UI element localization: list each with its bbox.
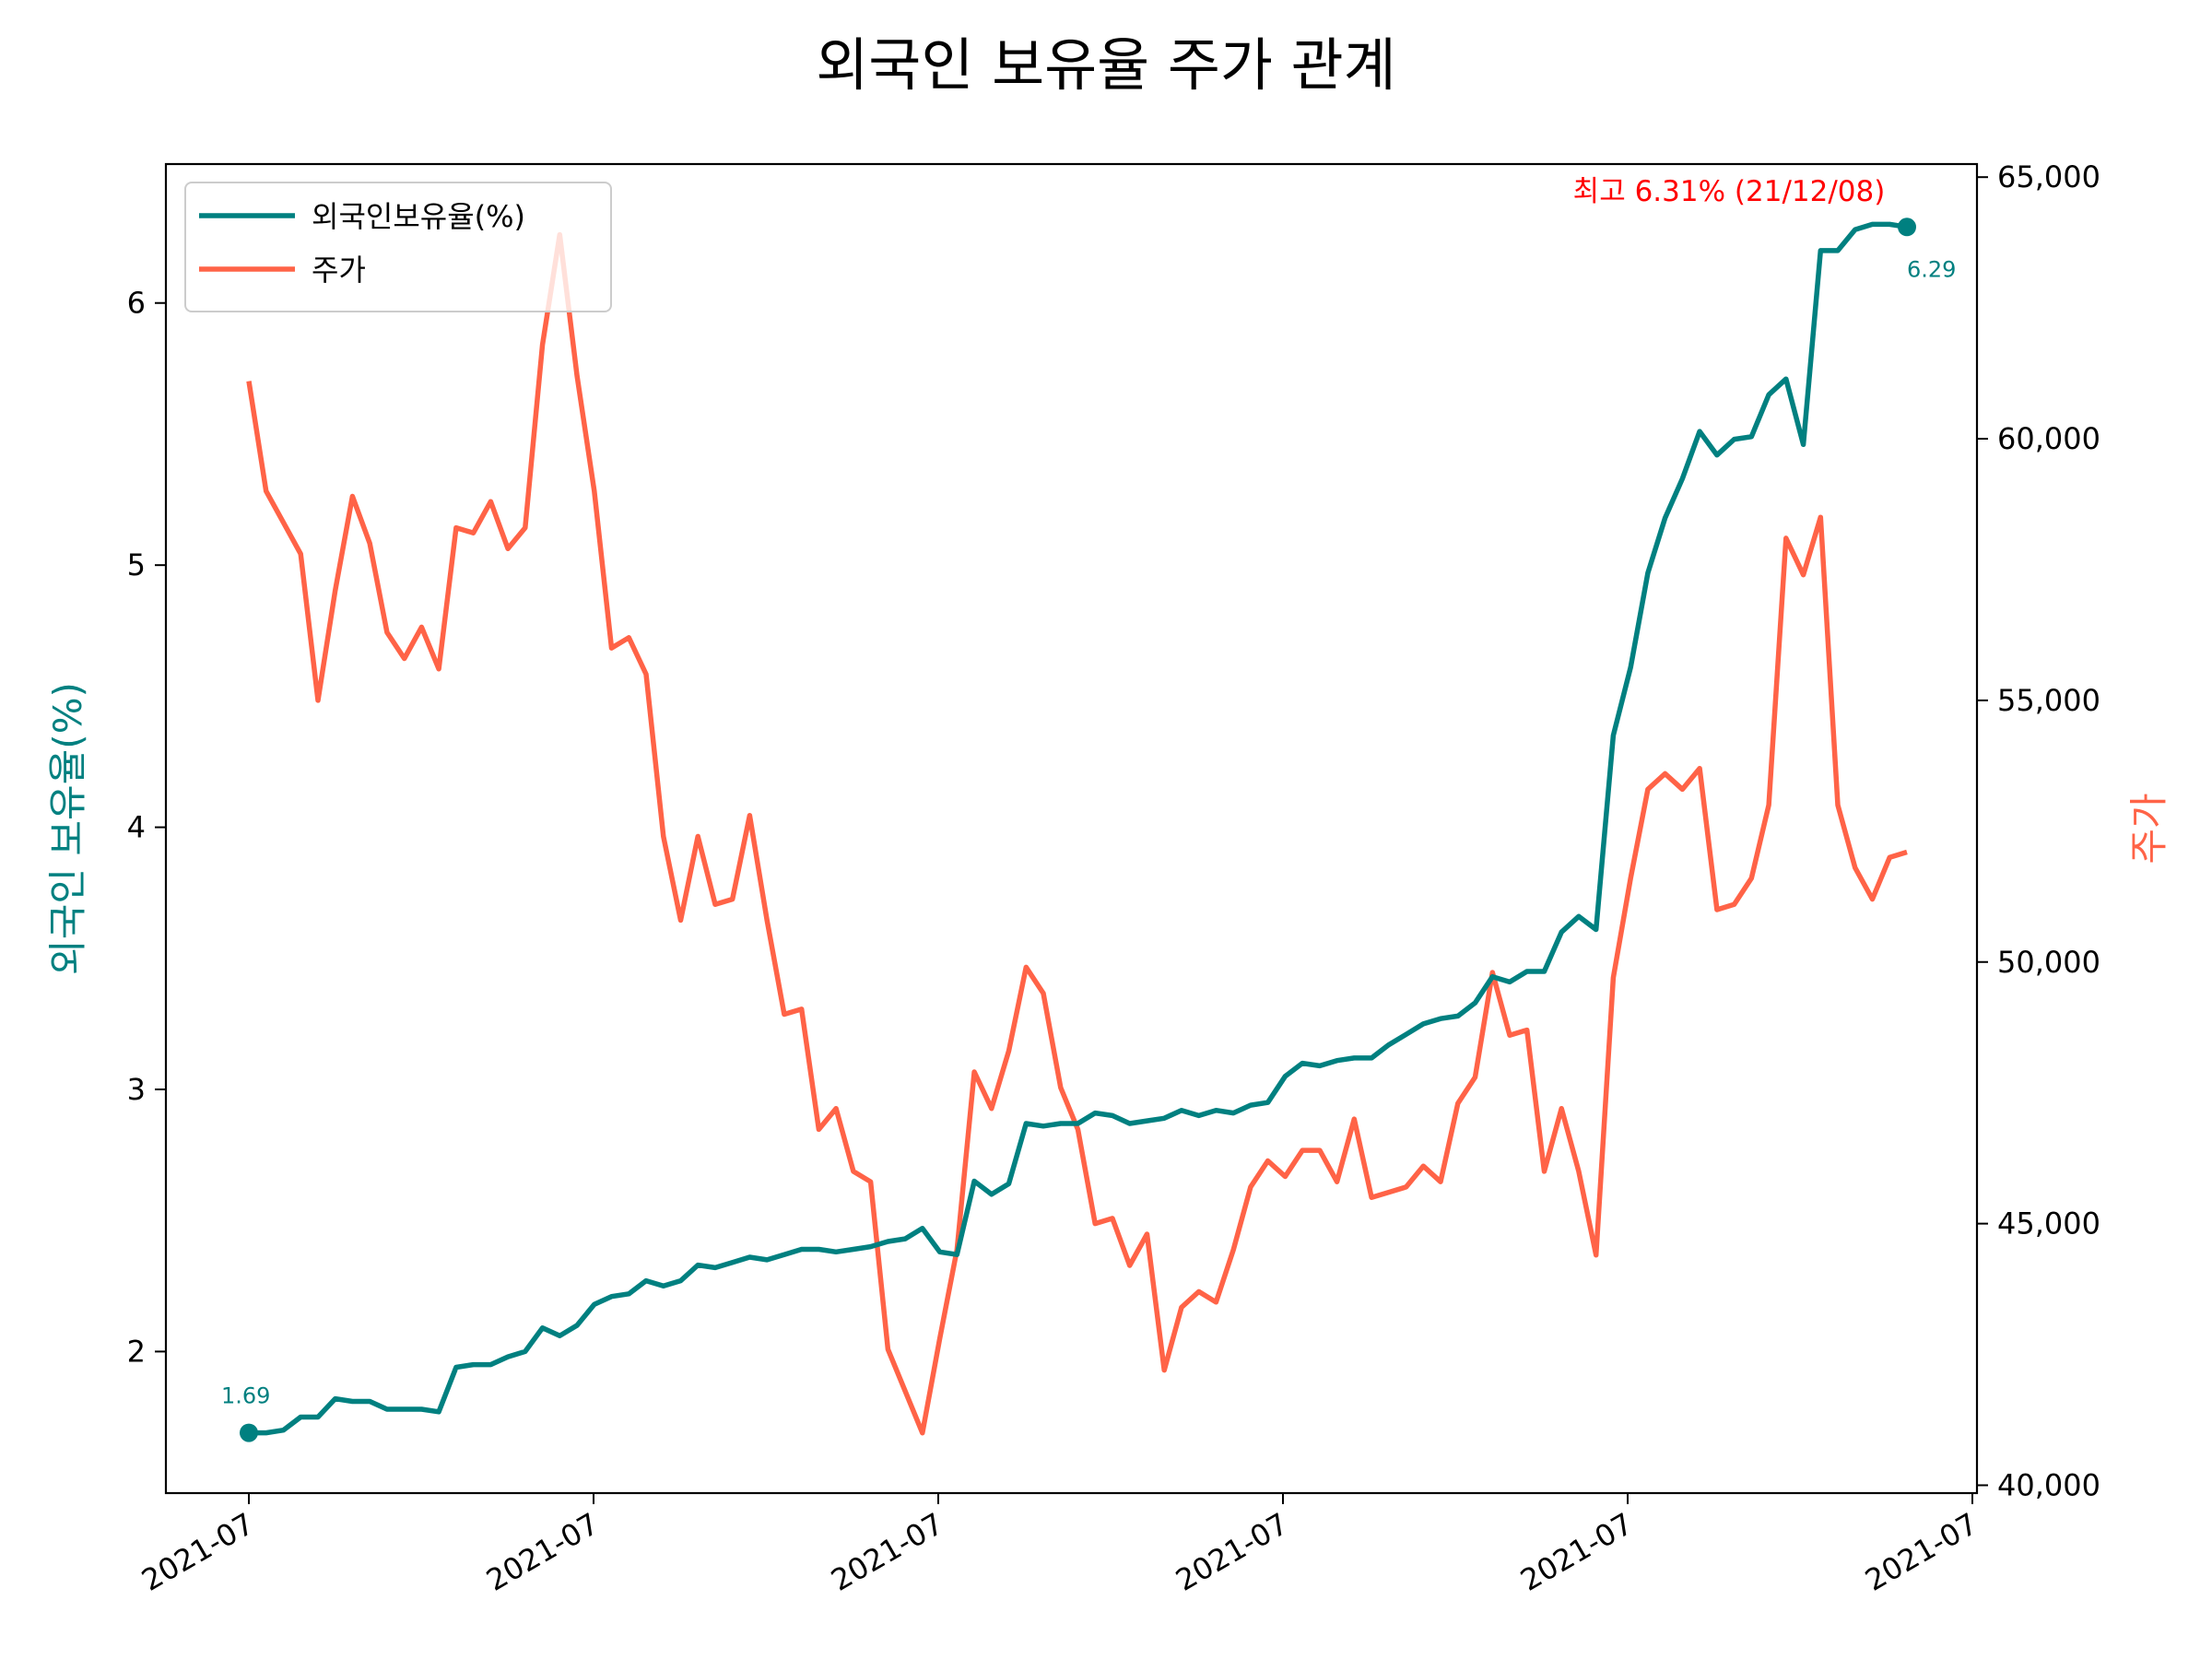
left-y-tick-label: 6 [127, 286, 146, 321]
left-y-tick-label: 4 [127, 810, 146, 845]
chart-title: 외국인 보유율 주가 관계 [816, 31, 1396, 99]
right-y-tick-label: 65,000 [1997, 159, 2100, 194]
left-y-axis: 2 3 4 5 6 [127, 286, 166, 1369]
left-y-tick-label: 2 [127, 1334, 146, 1369]
chart-legend: 외국인보유율(%) 주가 [184, 182, 612, 312]
series-line-price [246, 231, 1908, 1436]
right-y-axis: 40,000 45,000 50,000 55,000 60,000 65,000 [1977, 159, 2100, 1502]
right-y-tick-label: 45,000 [1997, 1206, 2100, 1241]
end-value-label: 6.29 [1907, 256, 1956, 282]
right-y-tick-label: 55,000 [1997, 683, 2100, 718]
left-y-tick-label: 3 [127, 1072, 146, 1107]
legend-label-ratio: 외국인보유율(%) [312, 199, 525, 234]
plot-frame [164, 162, 1979, 1495]
legend-label-price: 주가 [312, 253, 366, 288]
start-value-label: 1.69 [221, 1383, 270, 1409]
series-lines [246, 221, 1908, 1436]
right-y-axis-label: 주가 [2126, 793, 2171, 864]
max-value-annotation: 최고 6.31% (21/12/08) [1573, 175, 1886, 208]
right-y-tick-label: 60,000 [1997, 421, 2100, 456]
series-markers [240, 218, 1916, 1442]
left-y-axis-label: 외국인 보유율(%) [45, 682, 90, 975]
right-y-tick-label: 50,000 [1997, 945, 2100, 980]
chart-annotations: 1.69 6.29 최고 6.31% (21/12/08) [221, 175, 1956, 1409]
left-y-tick-label: 5 [127, 547, 146, 582]
end-point-marker [1898, 218, 1916, 237]
right-y-tick-label: 40,000 [1997, 1467, 2100, 1502]
series-line-ratio [249, 221, 1908, 1436]
start-point-marker [240, 1423, 258, 1442]
